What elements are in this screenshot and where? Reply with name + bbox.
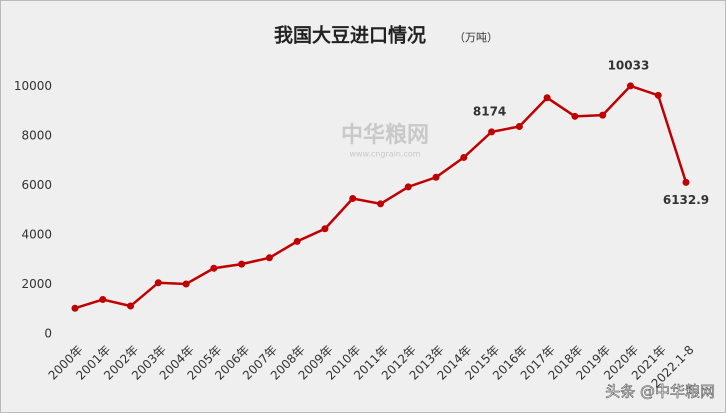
point xyxy=(377,200,384,208)
point xyxy=(154,279,162,287)
point xyxy=(599,111,607,119)
point xyxy=(210,264,218,272)
point xyxy=(321,225,329,233)
point xyxy=(99,296,107,304)
point xyxy=(460,153,468,161)
y-tick-label: 10000 xyxy=(14,79,52,93)
point xyxy=(515,123,523,131)
point xyxy=(127,302,135,310)
point xyxy=(349,194,357,202)
point xyxy=(182,280,190,288)
point xyxy=(404,183,412,191)
data-label: 6132.9 xyxy=(663,193,709,207)
point xyxy=(238,260,246,268)
y-tick-label: 2000 xyxy=(21,277,52,291)
data-label: 10033 xyxy=(608,58,650,72)
point xyxy=(682,178,690,186)
point xyxy=(71,304,79,312)
point xyxy=(571,112,579,120)
y-tick-label: 6000 xyxy=(21,178,52,192)
y-tick-label: 4000 xyxy=(21,228,52,242)
point xyxy=(265,254,273,262)
point xyxy=(432,173,440,181)
watermark: 中华粮网 xyxy=(341,122,429,148)
y-tick-label: 8000 xyxy=(21,129,52,143)
y-tick-label: 0 xyxy=(44,327,52,341)
watermark-url: www.cngrain.com xyxy=(349,150,420,159)
point xyxy=(543,94,551,102)
chart-title: 我国大豆进口情况 xyxy=(274,24,426,47)
point xyxy=(488,128,496,136)
point xyxy=(654,91,662,99)
point xyxy=(293,237,301,245)
footer: 头条 @中华粮网 xyxy=(605,383,715,401)
point xyxy=(626,82,634,90)
data-label: 8174 xyxy=(473,104,506,118)
unit-label: （万吨） xyxy=(454,31,498,44)
